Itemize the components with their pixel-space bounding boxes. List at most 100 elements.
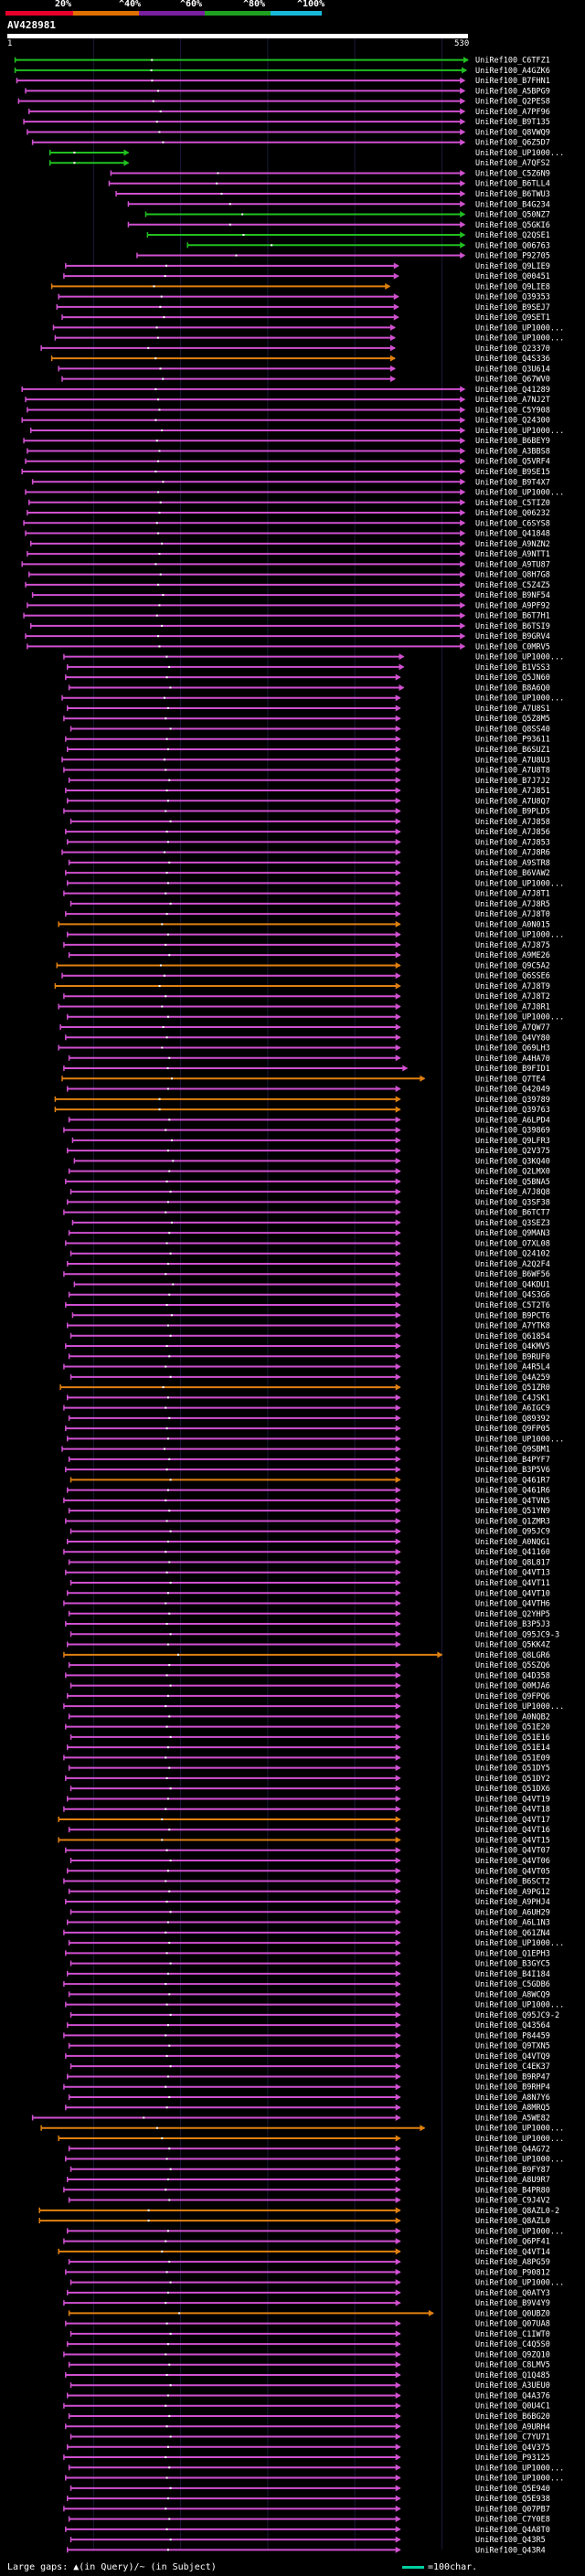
hit-end-arrow [395,890,401,897]
hit-label: UniRef100_A5BPG9 [475,87,550,96]
gap-marker [157,635,160,638]
hit-end-arrow [420,2125,426,2132]
gap-marker [73,162,76,164]
hit-label: UniRef100_B3P5V6 [475,1466,550,1475]
hit-end-arrow [395,1023,401,1031]
hit-label: UniRef100_Q1ZMR3 [475,1517,550,1526]
hit-end-arrow [395,1867,401,1874]
gap-marker [168,1056,171,1059]
hit-label: UniRef100_Q0UBZ0 [475,2309,550,2318]
hit-label: UniRef100_A7J8T2 [475,992,550,1002]
gap-marker [165,1129,167,1131]
hit-label: UniRef100_A6LPD4 [475,1116,550,1125]
hit-label: UniRef100_Q8H7G8 [475,571,550,580]
hit-label: UniRef100_Q43R4 [475,2546,546,2555]
hit-end-arrow [395,1671,401,1679]
hit-label: UniRef100_Q61854 [475,1332,550,1341]
hit-end-arrow [460,509,466,516]
hit-end-arrow [460,77,466,84]
hit-label: UniRef100_A8N7Y6 [475,2094,550,2103]
gap-marker [168,1232,171,1235]
gap-marker [166,800,169,802]
gap-marker [164,275,166,278]
hit-label: UniRef100_Q95JC9 [475,1528,550,1537]
hit-label: UniRef100_B9T135 [475,118,550,127]
hit-end-arrow [395,1970,401,1977]
hit-end-arrow [395,2083,401,2091]
hit-end-arrow [395,1538,401,1545]
gap-marker [161,2250,164,2253]
hit-end-arrow [395,972,401,980]
hit-label: UniRef100_Q4VY80 [475,1034,550,1043]
gap-marker [168,2466,171,2469]
gap-marker [168,954,171,957]
gap-marker [155,2126,158,2129]
hit-label: UniRef100_A4R5L4 [475,1363,550,1373]
hit-end-arrow [460,406,466,413]
hit-label: UniRef100_Q8L817 [475,1558,550,1567]
gap-marker [165,2106,168,2109]
gap-marker [166,2497,169,2500]
hit-label: UniRef100_Q39869 [475,1127,550,1136]
gap-marker [166,1087,169,1090]
gap-marker [165,264,168,267]
hit-end-arrow [395,1487,401,1494]
hit-end-arrow [460,447,466,454]
gap-marker [166,1324,169,1327]
gap-marker [220,193,223,195]
hit-end-arrow [395,2381,401,2389]
hit-end-arrow [395,1990,401,1998]
hit-label: UniRef100_Q4VT13 [475,1569,550,1578]
hit-end-arrow [460,190,466,197]
hit-label: UniRef100_Q2V375 [475,1147,550,1156]
gap-marker [165,1571,168,1574]
hit-label: UniRef100_B4PYF7 [475,1456,550,1465]
gap-marker [165,810,167,812]
hit-end-arrow [460,108,466,115]
hit-label: UniRef100_B1VSS3 [475,663,550,673]
gap-marker [165,831,168,833]
hit-label: UniRef100_B6WF56 [475,1270,550,1279]
gap-marker [166,1150,169,1152]
gap-marker [165,2034,167,2037]
gap-marker [168,2518,171,2520]
gap-marker [147,346,150,349]
hit-label: UniRef100_B6SUZ1 [475,746,550,755]
hit-end-arrow [462,67,468,74]
hit-end-arrow [395,736,401,743]
gap-marker [166,2394,169,2397]
gap-marker [143,2116,145,2119]
hit-end-arrow [395,2186,401,2193]
gap-marker [163,851,165,853]
hit-label: UniRef100_A9TU87 [475,560,550,569]
hit-end-arrow [395,1589,401,1596]
hit-end-arrow [395,2135,401,2142]
legend-label-20: 20% [55,0,72,9]
query-end: 530 [454,39,470,48]
hit-label: UniRef100_Q51E16 [475,1733,550,1743]
gap-marker [170,1139,173,1141]
hit-end-arrow [395,1919,401,1926]
gap-marker [168,1890,171,1892]
hit-end-arrow [395,1055,401,1062]
hit-end-arrow [395,1260,401,1267]
hit-end-arrow [395,1847,401,1854]
gap-marker [165,2054,168,2057]
hit-label: UniRef100_A7J853 [475,838,550,847]
gap-marker [165,892,167,895]
gap-marker [147,2209,150,2211]
gap-marker [165,1242,168,1245]
gap-marker [165,2322,168,2325]
hit-end-arrow [395,1569,401,1576]
hit-end-arrow [395,2412,401,2420]
gap-marker [158,450,161,452]
legend-bar-green [205,11,271,16]
hit-end-arrow [460,169,466,176]
hit-label: UniRef100_Q4KDU1 [475,1280,550,1289]
hit-label: UniRef100_Q8AZL0-2 [475,2207,559,2216]
hit-end-arrow [395,1229,401,1236]
footer: Large gaps: ▲(in Query)/~ (in Subject) =… [0,2560,585,2575]
hit-end-arrow [395,2062,401,2070]
hit-end-arrow [395,2526,401,2533]
gap-marker [169,1375,172,1378]
